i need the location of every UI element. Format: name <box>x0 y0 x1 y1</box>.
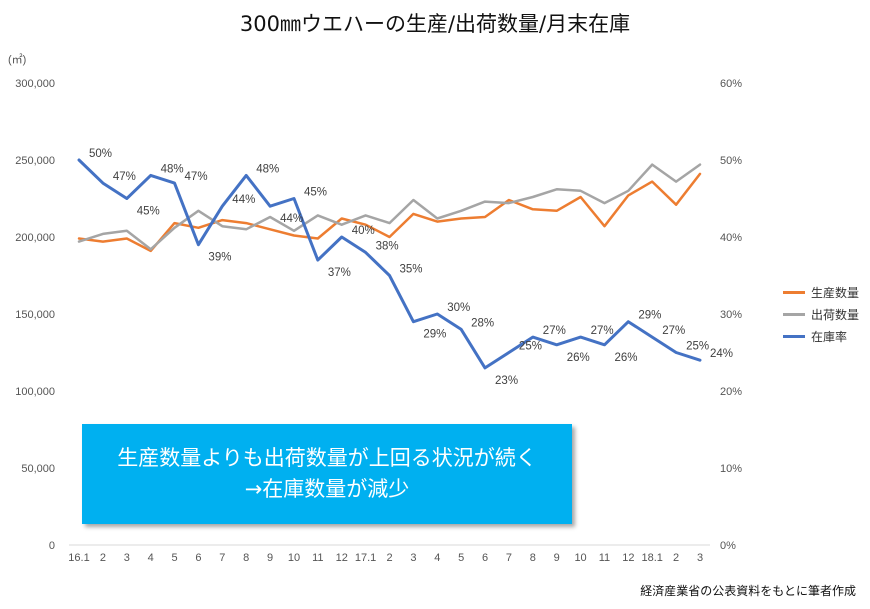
inventory-ratio-data-label: 26% <box>567 352 590 364</box>
legend-label-production: 生産数量 <box>811 285 860 300</box>
legend-item-shipment: 出荷数量 <box>783 303 859 325</box>
callout-line-1: 生産数量よりも出荷数量が上回る状況が続く <box>117 446 537 470</box>
inventory-ratio-data-label: 28% <box>471 317 494 329</box>
inventory-ratio-data-label: 38% <box>376 240 399 252</box>
inventory-ratio-data-label: 29% <box>638 310 661 322</box>
x-tick-label: 2 <box>386 552 392 564</box>
x-tick-label: 4 <box>148 552 154 564</box>
legend: 生産数量 出荷数量 在庫率 <box>783 281 859 347</box>
inventory-ratio-data-label: 45% <box>137 206 160 218</box>
inventory-ratio-data-label: 37% <box>328 267 351 279</box>
x-axis-ticks: 16.1 2 3 4 5 6 7 8 9 10 11 12 17.1 2 3 4 5 6 7 8 9 10 11 12 18.1… <box>68 552 703 564</box>
inventory-ratio-line <box>77 158 702 370</box>
x-tick-label: 6 <box>195 552 201 564</box>
x-tick-label: 9 <box>267 552 273 564</box>
x-tick-label: 10 <box>574 552 586 564</box>
left-tick-label: 50,000 <box>21 463 55 475</box>
left-tick-label: 300,000 <box>15 78 55 90</box>
left-tick-label: 200,000 <box>15 232 55 244</box>
left-tick-label: 0 <box>49 540 55 552</box>
callout-box: 生産数量よりも出荷数量が上回る状況が続く →在庫数量が減少 <box>82 424 572 524</box>
legend-swatch-production <box>783 290 805 294</box>
y-axis-unit-label: (㎡) <box>8 53 26 66</box>
inventory-ratio-data-label: 50% <box>89 148 112 160</box>
x-tick-label: 5 <box>171 552 177 564</box>
x-tick-label: 7 <box>506 552 512 564</box>
inventory-ratio-data-label: 25% <box>519 341 542 353</box>
inventory-ratio-data-label: 44% <box>280 213 303 225</box>
inventory-ratio-data-label: 25% <box>686 341 709 353</box>
inventory-ratio-data-label: 39% <box>208 252 231 264</box>
x-tick-label: 6 <box>482 552 488 564</box>
legend-swatch-shipment <box>783 312 805 316</box>
legend-label-shipment: 出荷数量 <box>811 307 860 322</box>
inventory-ratio-data-label: 44% <box>232 194 255 206</box>
chart-title: 300㎜ウエハーの生産/出荷数量/月末在庫 <box>239 12 631 36</box>
right-axis-ticks: 0% 10% 20% 30% 40% 50% 60% <box>720 78 742 552</box>
inventory-ratio-data-label: 40% <box>352 225 375 237</box>
left-tick-label: 250,000 <box>15 155 55 167</box>
x-tick-label: 8 <box>243 552 249 564</box>
x-tick-label: 16.1 <box>68 552 89 564</box>
inventory-ratio-data-label: 29% <box>423 329 446 341</box>
x-tick-label: 12 <box>336 552 348 564</box>
callout-line-2: →在庫数量が減少 <box>244 477 410 501</box>
inventory-ratio-data-label: 47% <box>113 171 136 183</box>
inventory-ratio-data-label: 30% <box>447 302 470 314</box>
x-tick-label: 11 <box>312 552 323 564</box>
x-tick-label: 17.1 <box>355 552 376 564</box>
inventory-ratio-data-label: 35% <box>400 264 423 276</box>
legend-label-inventory-ratio: 在庫率 <box>811 329 848 344</box>
left-tick-label: 150,000 <box>15 309 55 321</box>
right-tick-label: 40% <box>720 232 742 244</box>
right-tick-label: 20% <box>720 386 742 398</box>
x-tick-label: 2 <box>673 552 679 564</box>
inventory-ratio-data-label: 47% <box>185 171 208 183</box>
production-line <box>77 172 702 253</box>
inventory-ratio-data-label: 26% <box>614 352 637 364</box>
x-tick-label: 3 <box>124 552 130 564</box>
inventory-ratio-data-label: 27% <box>591 325 614 337</box>
x-tick-label: 9 <box>554 552 560 564</box>
right-tick-label: 0% <box>720 540 736 552</box>
x-tick-label: 3 <box>697 552 703 564</box>
x-tick-label: 11 <box>599 552 610 564</box>
x-tick-label: 10 <box>288 552 300 564</box>
x-tick-label: 3 <box>410 552 416 564</box>
x-tick-label: 7 <box>219 552 225 564</box>
right-tick-label: 50% <box>720 155 742 167</box>
x-tick-label: 2 <box>100 552 106 564</box>
x-tick-label: 8 <box>530 552 536 564</box>
right-tick-label: 60% <box>720 78 742 90</box>
shipment-line <box>77 163 702 251</box>
legend-item-production: 生産数量 <box>783 281 859 303</box>
data-labels: 50%47%45%48%47%39%44%48%44%45%37%40%38%3… <box>89 148 733 387</box>
x-tick-label: 18.1 <box>642 552 663 564</box>
inventory-ratio-data-label: 27% <box>662 325 685 337</box>
legend-swatch-inventory-ratio <box>783 334 805 338</box>
inventory-ratio-data-label: 27% <box>543 325 566 337</box>
series-lines <box>77 158 702 370</box>
inventory-ratio-data-label: 48% <box>256 163 279 175</box>
x-tick-label: 4 <box>434 552 440 564</box>
x-tick-label: 12 <box>622 552 634 564</box>
inventory-ratio-data-label: 23% <box>495 375 518 387</box>
right-tick-label: 10% <box>720 463 742 475</box>
left-axis-ticks: 0 50,000 100,000 150,000 200,000 250,000 300,0… <box>15 78 55 552</box>
right-tick-label: 30% <box>720 309 742 321</box>
inventory-ratio-data-label: 48% <box>161 163 184 175</box>
source-note: 経済産業省の公表資料をもとに筆者作成 <box>640 584 856 598</box>
legend-item-inventory-ratio: 在庫率 <box>783 325 859 347</box>
left-tick-label: 100,000 <box>15 386 55 398</box>
inventory-ratio-data-label: 45% <box>304 187 327 199</box>
inventory-ratio-data-label: 24% <box>710 348 733 360</box>
x-tick-label: 5 <box>458 552 464 564</box>
